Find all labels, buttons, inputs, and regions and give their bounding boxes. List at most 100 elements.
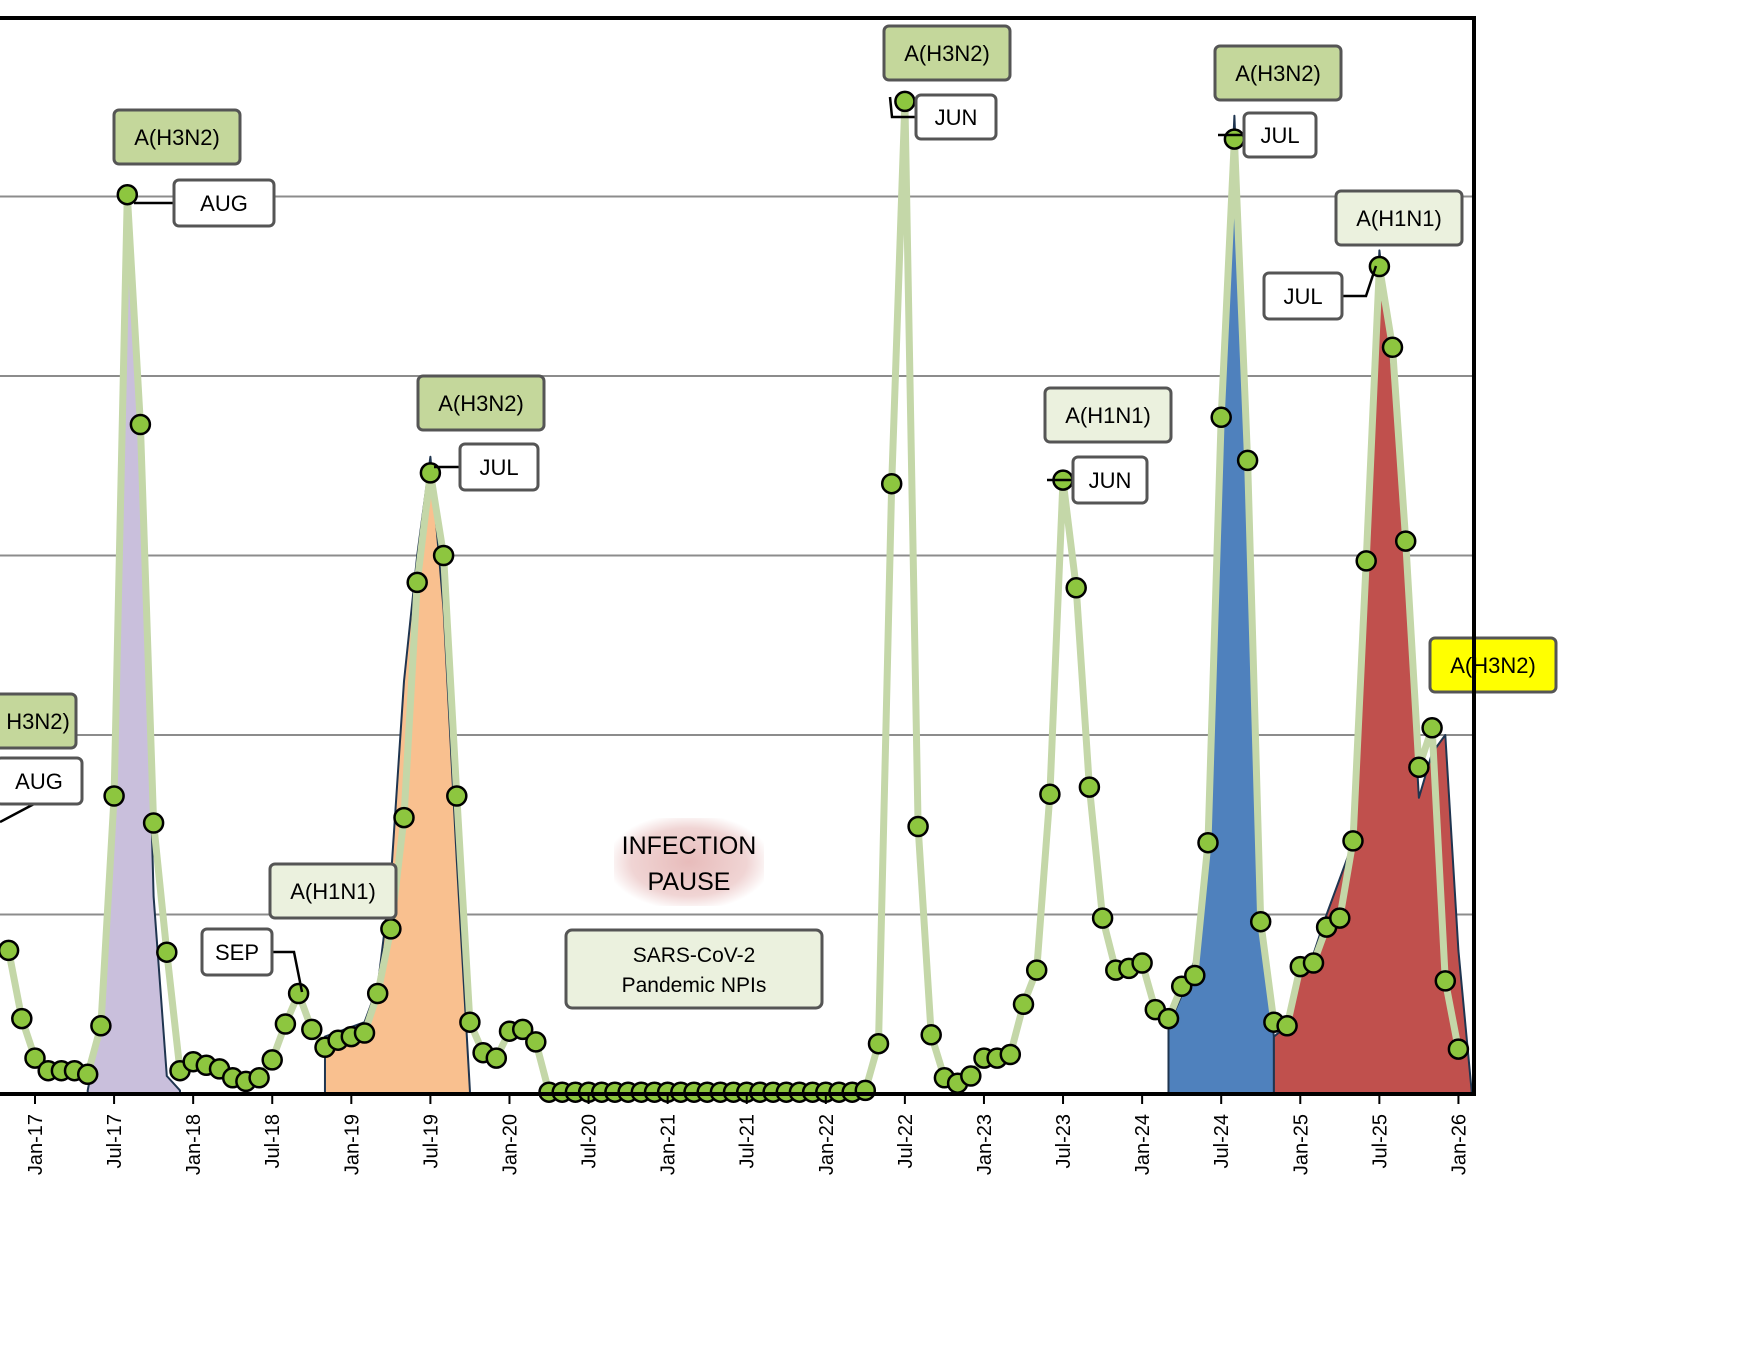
peak-month-label: AUG (0, 756, 84, 824)
x-tick-label: Jan-19 (341, 1114, 363, 1175)
peak-month-label: JUN (1047, 455, 1149, 505)
data-point (1421, 717, 1443, 739)
data-point (1039, 783, 1061, 805)
subtype-label: A(H3N2) (1428, 636, 1558, 694)
subtype-label: A(H3N2) (1213, 44, 1343, 102)
peak-month-label: JUL (434, 442, 540, 492)
npi-box (564, 928, 824, 1010)
label-box (172, 178, 276, 228)
data-points (0, 90, 1470, 1103)
label-box (200, 927, 274, 977)
label-text: JUL (479, 455, 518, 480)
data-point (999, 1043, 1022, 1066)
infection-pause-annotation: INFECTION PAUSE (614, 818, 764, 906)
label-leader (0, 802, 35, 824)
label-box (1428, 636, 1558, 694)
data-point (1342, 830, 1364, 852)
x-tick-label: Jan-23 (974, 1114, 996, 1175)
label-box (1071, 455, 1149, 505)
subtype-label: A(H1N1) (1043, 386, 1173, 444)
label-text: H3N2) (6, 709, 70, 734)
x-tick-label: Jan-25 (1290, 1114, 1312, 1175)
plot-frame (0, 16, 1476, 1096)
data-point (76, 1063, 99, 1086)
data-point (1223, 128, 1246, 150)
label-text: A(H3N2) (134, 125, 220, 150)
data-point (142, 812, 165, 834)
label-text: AUG (15, 769, 63, 794)
x-tick-label: Jul-18 (262, 1114, 284, 1168)
data-point (1091, 907, 1114, 929)
data-point (1249, 910, 1272, 933)
data-point (11, 1007, 33, 1030)
label-leader (1342, 265, 1378, 298)
label-text: A(H3N2) (904, 41, 990, 66)
data-point (129, 413, 152, 436)
label-box (914, 93, 998, 141)
label-box (458, 442, 540, 492)
data-point (1329, 907, 1351, 929)
x-tick-label: Jul-17 (104, 1114, 126, 1168)
x-tick-label: Jan-24 (1132, 1114, 1154, 1175)
label-box (1242, 111, 1318, 159)
pause-glow (614, 818, 764, 906)
label-box (1262, 271, 1344, 321)
data-point (261, 1049, 283, 1071)
label-text: JUL (1283, 284, 1322, 309)
data-point (1394, 530, 1417, 552)
peak-month-label: JUL (1218, 111, 1318, 159)
data-point (0, 939, 20, 962)
subtype-label: H3N2) (0, 692, 78, 750)
data-point (287, 982, 310, 1005)
data-point (1131, 952, 1153, 974)
data-point (907, 815, 929, 838)
subtype-label: A(H1N1) (268, 862, 398, 920)
label-box (416, 374, 546, 432)
data-point (274, 1013, 297, 1035)
x-axis: Jan-17 Jul-17 Jan-18 Jul-18 Jan-19 Jul-19 Jan-… (25, 1094, 1470, 1175)
label-leader (888, 96, 916, 119)
data-point (1381, 336, 1404, 359)
x-tick-label: Jul-21 (737, 1114, 759, 1168)
data-point (116, 183, 139, 206)
data-point (432, 544, 455, 567)
data-point (960, 1065, 982, 1087)
peak-month-label: SEP (200, 927, 304, 993)
data-point (24, 1047, 46, 1069)
label-text: A(H1N1) (1356, 206, 1442, 231)
label-text: A(H3N2) (438, 391, 524, 416)
data-point (1157, 1007, 1180, 1030)
label-text: JUN (1089, 468, 1132, 493)
data-point (854, 1079, 877, 1102)
data-point (1355, 550, 1377, 572)
data-point (1210, 406, 1232, 429)
label-box (882, 24, 1012, 82)
data-point (1012, 993, 1035, 1016)
label-text: A(H3N2) (1235, 61, 1321, 86)
data-point (406, 571, 428, 594)
x-tick-label: Jul-24 (1211, 1114, 1233, 1168)
x-tick-label: Jul-20 (579, 1114, 601, 1168)
data-point (511, 1018, 534, 1041)
label-text: AUG (200, 191, 248, 216)
label-box (1213, 44, 1343, 102)
label-box (268, 862, 398, 920)
x-tick-label: Jan-17 (25, 1114, 47, 1175)
peak-labels: H3N2) AUG A(H3N2) AUG A(H1N1) SEP A(H3N2) JUL A(… (0, 24, 1558, 993)
data-point (103, 785, 125, 807)
annotations: INFECTION PAUSE SARS-CoV-2 Pandemic NPIs (564, 818, 824, 1010)
data-point (1447, 1038, 1470, 1060)
peak-month-label: JUL (1262, 265, 1378, 321)
subtype-label: A(H3N2) (112, 108, 242, 166)
label-box (0, 756, 84, 806)
data-point (867, 1032, 890, 1055)
data-point (1434, 970, 1457, 992)
x-tick-label: Jul-22 (895, 1114, 917, 1168)
data-point (1065, 577, 1087, 599)
data-point (1025, 959, 1048, 981)
x-tick-label: Jan-20 (499, 1114, 521, 1175)
data-point (380, 918, 402, 940)
data-point (894, 90, 916, 113)
label-text: JUN (935, 105, 978, 130)
data-point (1276, 1015, 1298, 1037)
